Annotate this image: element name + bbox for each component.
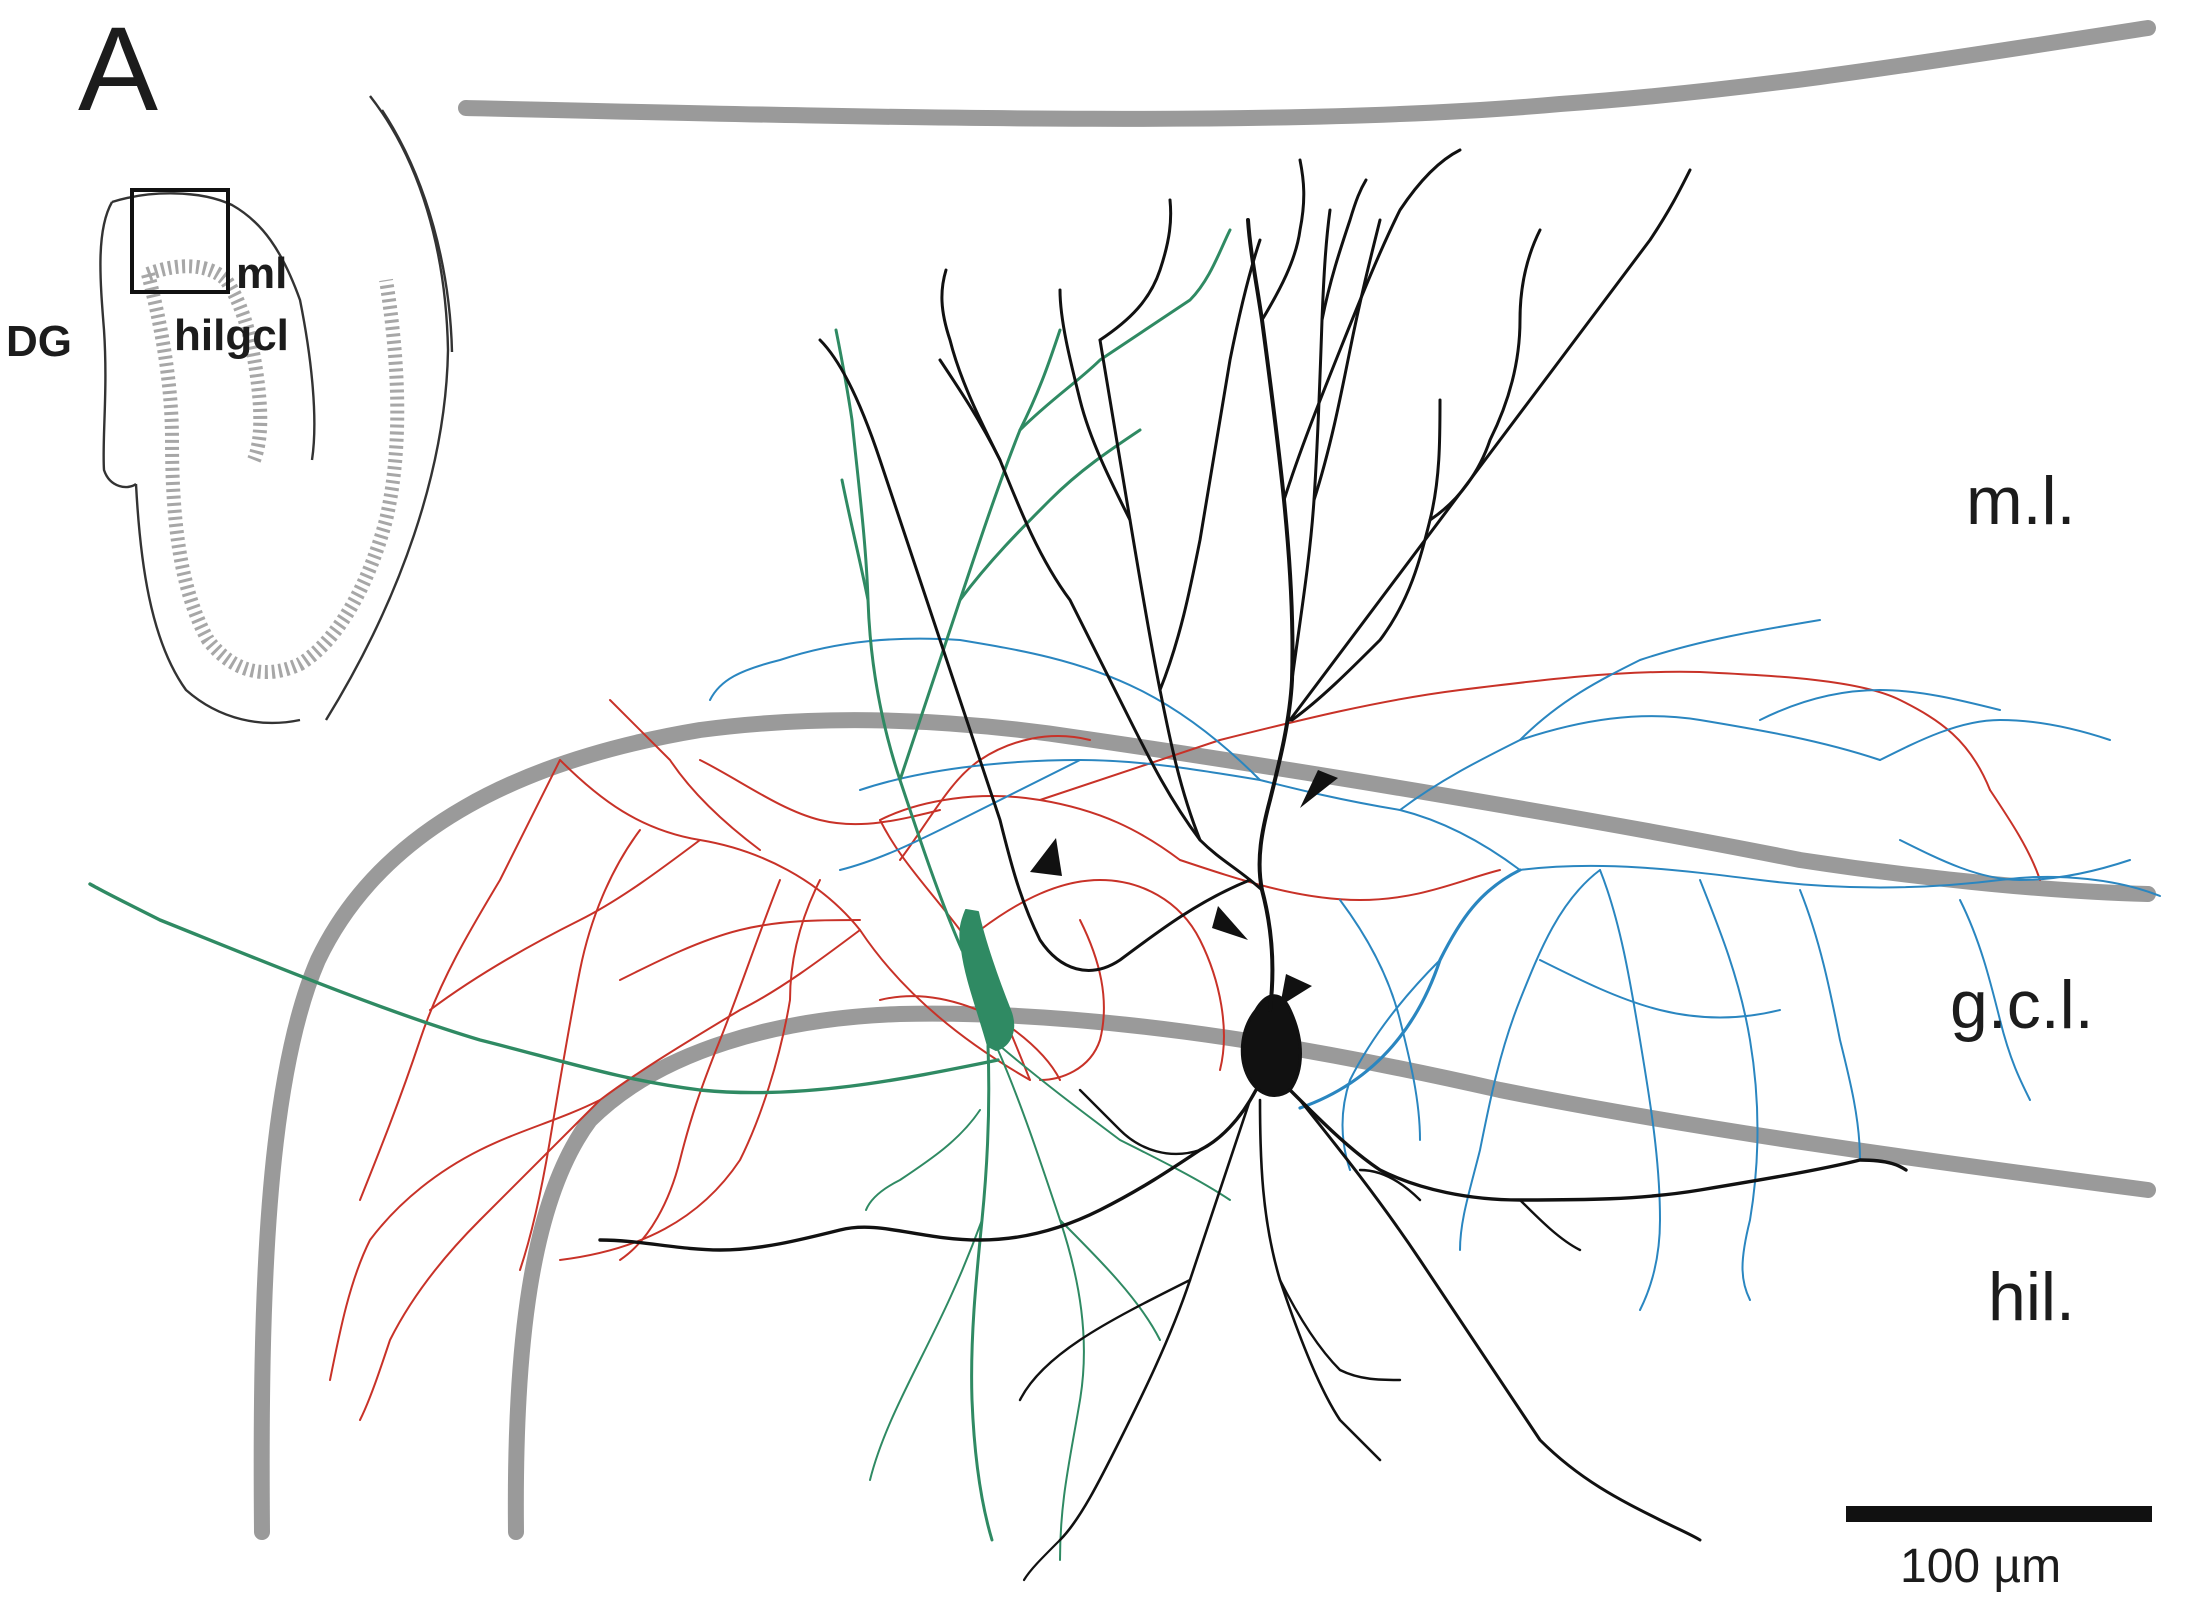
layer-label-granule-cell: g.c.l. bbox=[1950, 967, 2094, 1043]
arrowhead-upper-right bbox=[1300, 770, 1338, 808]
black-cell bbox=[598, 148, 1908, 1582]
layer-label-molecular: m.l. bbox=[1966, 463, 2076, 539]
scale-bar-label: 100 µm bbox=[1900, 1540, 2061, 1593]
inset-label-ml: ml bbox=[236, 249, 287, 298]
inset-outline-dg-left bbox=[99, 201, 137, 489]
inset-label-dg: DG bbox=[6, 317, 72, 366]
inset-outline-ca-inner bbox=[380, 109, 454, 353]
inset-outline-dg-top bbox=[111, 192, 316, 461]
hippocampal-fissure-line bbox=[458, 20, 2156, 127]
arrowhead-left bbox=[1030, 838, 1062, 876]
green-cell-soma bbox=[959, 909, 1015, 1051]
green-cell bbox=[88, 228, 1232, 1561]
arrowhead-lower bbox=[1280, 974, 1312, 1006]
inset-outline-dg-bottom bbox=[134, 483, 301, 725]
inset-label-hil-gcl: hilgcl bbox=[174, 311, 289, 360]
layer-boundaries bbox=[253, 20, 2156, 1540]
panel-label: A bbox=[78, 2, 158, 136]
red-axon-arbor bbox=[329, 670, 2041, 1421]
scale-bar-line bbox=[1846, 1506, 2152, 1522]
blue-axon-arbor bbox=[709, 619, 2161, 1311]
neuron-reconstructions bbox=[88, 148, 2161, 1582]
scale-bar: 100 µm bbox=[1846, 1506, 2152, 1593]
arrowheads bbox=[1030, 770, 1338, 1006]
layer-label-hilus: hil. bbox=[1988, 1259, 2075, 1335]
inset-gcl-lower-blade bbox=[141, 272, 405, 680]
inset-region-box bbox=[130, 188, 230, 294]
gcl-ml-border-line bbox=[253, 712, 2156, 1540]
hippocampus-inset: DG ml hilgcl bbox=[6, 95, 454, 725]
arrowhead-center bbox=[1212, 906, 1248, 940]
